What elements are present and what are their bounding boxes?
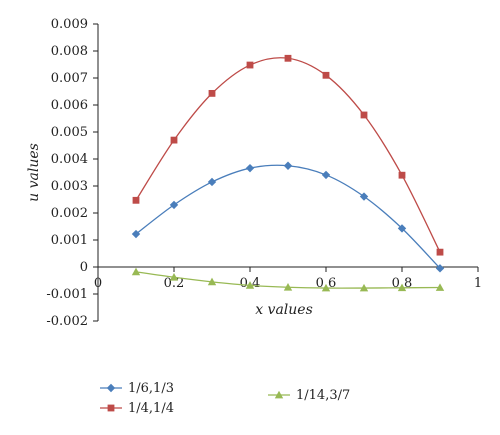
data-point (359, 283, 369, 292)
data-point (283, 161, 293, 170)
data-point (245, 281, 255, 289)
legend-marker (274, 390, 284, 399)
y-tick-label: 0.001 (51, 233, 88, 248)
data-point (398, 171, 406, 179)
legend-marker (107, 404, 115, 412)
data-point (322, 71, 330, 79)
legend: 1/6,1/3 1/4,1/4 1/14,3/7 (100, 381, 350, 416)
series-line (135, 57, 441, 253)
series-3 (131, 267, 445, 292)
data-point (397, 224, 407, 233)
y-tick-label: 0.009 (51, 17, 88, 32)
data-point (207, 277, 217, 286)
y-tick-label: 0.003 (51, 179, 88, 194)
data-point (131, 267, 141, 276)
data-point (360, 111, 368, 119)
series-2 (132, 54, 444, 256)
data-point (131, 229, 141, 239)
y-tick-label: 0.002 (51, 206, 88, 221)
y-tick-label: -0.001 (46, 287, 88, 302)
y-tick-label: 0.007 (51, 71, 88, 86)
legend-label: 1/6,1/3 (128, 381, 174, 396)
data-point (170, 136, 178, 144)
data-point (169, 200, 179, 210)
x-tick-label: 0.2 (164, 276, 185, 291)
data-point (397, 283, 407, 292)
series-1 (131, 161, 445, 273)
legend-item: 1/4,1/4 (100, 401, 174, 416)
data-point (132, 196, 140, 204)
axes: -0.002 -0.001 0 0.001 0.002 0.003 0.004 0.005 0.… (46, 17, 482, 329)
data-point (245, 163, 255, 173)
y-tick-label: 0 (80, 260, 88, 275)
x-tick-label: 0.6 (316, 276, 337, 291)
y-tick-label: 0.008 (51, 44, 88, 59)
data-point (359, 192, 369, 201)
data-point (435, 283, 445, 291)
series-layer (131, 54, 445, 292)
x-tick-label: 0 (94, 276, 102, 291)
y-tick-label: 0.006 (51, 98, 88, 113)
legend-label: 1/14,3/7 (296, 388, 350, 403)
data-point (208, 89, 216, 97)
y-tick-label: -0.002 (46, 314, 88, 329)
x-axis-label: x values (255, 302, 313, 318)
data-point (169, 273, 179, 281)
data-point (246, 61, 254, 69)
legend-label: 1/4,1/4 (128, 401, 174, 416)
data-point (435, 264, 445, 273)
y-tick-label: 0.004 (51, 152, 88, 167)
data-point (284, 54, 292, 62)
legend-marker (106, 383, 116, 393)
legend-item: 1/6,1/3 (100, 381, 174, 396)
x-tick-label: 1 (474, 276, 482, 291)
y-tick-label: 0.005 (51, 125, 88, 140)
data-point (321, 170, 331, 180)
data-point (321, 283, 331, 292)
series-line (135, 164, 441, 269)
data-point (207, 177, 217, 187)
data-point (283, 283, 293, 291)
data-point (436, 248, 444, 256)
y-axis-label: u values (26, 143, 42, 202)
legend-item: 1/14,3/7 (268, 388, 350, 403)
